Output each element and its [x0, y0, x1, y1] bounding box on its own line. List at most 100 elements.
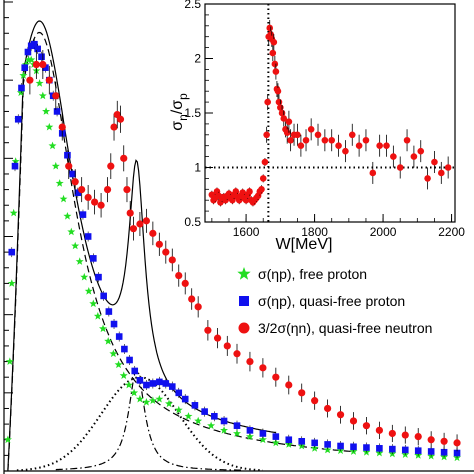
data-point-series-2 — [194, 303, 202, 311]
data-point-series-1 — [191, 402, 199, 409]
data-point-series-2 — [427, 436, 435, 444]
data-point-series-1 — [363, 444, 370, 451]
data-point-series-1 — [324, 441, 331, 448]
inset-data-point — [396, 164, 404, 171]
data-point-series-0 — [246, 432, 254, 440]
data-point-series-2 — [116, 115, 125, 123]
data-point-series-2 — [149, 229, 157, 237]
inset-data-point — [259, 175, 267, 182]
data-point-series-0 — [59, 194, 68, 203]
data-point-series-2 — [324, 404, 332, 413]
data-point-series-0 — [9, 208, 18, 217]
data-point-series-2 — [336, 411, 345, 419]
data-point-series-1 — [121, 345, 128, 353]
data-point-series-2 — [223, 342, 231, 350]
data-point-series-2 — [168, 256, 176, 264]
main-axes — [3, 0, 474, 474]
inset-data-point — [280, 115, 288, 122]
inset-data-point — [314, 131, 322, 139]
data-point-series-2 — [272, 373, 280, 381]
data-point-series-0 — [11, 157, 20, 165]
data-point-series-2 — [298, 389, 306, 397]
legend-marker-2 — [238, 322, 250, 334]
data-point-series-1 — [69, 170, 76, 178]
data-point-series-0 — [16, 88, 25, 97]
data-point-series-0 — [38, 91, 47, 100]
data-point-series-0 — [93, 312, 102, 320]
data-point-series-0 — [99, 324, 107, 333]
data-point-series-1 — [126, 356, 133, 364]
inset-data-point — [369, 169, 377, 177]
data-point-series-0 — [67, 227, 76, 236]
data-point-series-0 — [5, 357, 14, 365]
data-point-series-1 — [156, 378, 163, 386]
data-point-series-2 — [123, 186, 131, 194]
inset-data-point — [307, 126, 315, 133]
data-point-series-0 — [27, 55, 36, 64]
data-point-series-1 — [100, 292, 107, 300]
data-point-series-0 — [89, 299, 98, 308]
data-point-series-0 — [35, 79, 44, 87]
inset-data-point — [285, 118, 293, 126]
data-point-series-0 — [48, 141, 57, 150]
data-point-series-2 — [107, 162, 115, 170]
data-point-series-2 — [311, 397, 319, 405]
data-point-series-2 — [26, 76, 34, 84]
data-point-series-1 — [84, 233, 92, 240]
data-point-series-0 — [142, 398, 151, 406]
data-point-series-1 — [337, 442, 344, 450]
main-y-ticks — [4, 1, 13, 472]
data-point-series-0 — [124, 380, 133, 389]
data-point-series-0 — [233, 429, 241, 437]
data-point-series-1 — [95, 273, 102, 281]
inset-data-point — [297, 142, 305, 149]
data-point-series-0 — [165, 399, 173, 408]
data-point-series-0 — [310, 444, 319, 452]
data-point-series-2 — [110, 123, 118, 131]
data-point-series-0 — [45, 122, 54, 131]
data-point-series-1 — [31, 40, 38, 48]
legend-marker-0 — [237, 267, 251, 280]
data-point-series-1 — [162, 380, 170, 387]
inset-data-point — [269, 49, 277, 57]
inset-y-axis-title: σn/σp — [169, 93, 190, 131]
legend-marker-1 — [239, 296, 249, 306]
data-point-series-2 — [136, 220, 144, 228]
data-point-series-0 — [42, 107, 51, 115]
data-point-series-0 — [7, 279, 16, 287]
data-point-series-2 — [91, 198, 99, 206]
data-point-series-2 — [453, 439, 461, 447]
data-point-series-2 — [162, 248, 170, 256]
data-point-series-2 — [32, 60, 40, 69]
data-point-series-1 — [401, 446, 409, 454]
data-point-series-2 — [259, 364, 267, 372]
inset-data-point — [283, 129, 291, 136]
ylabel-sigma-n: σ — [169, 121, 186, 131]
data-point-series-1 — [110, 320, 118, 328]
data-point-series-2 — [120, 154, 128, 162]
data-point-series-1 — [34, 45, 41, 53]
data-point-series-1 — [201, 408, 208, 415]
data-point-series-1 — [453, 449, 461, 457]
data-point-series-0 — [80, 272, 89, 281]
inset-x-axis-title: W[MeV] — [276, 236, 333, 253]
data-point-series-1 — [259, 430, 267, 437]
data-point-series-0 — [220, 426, 228, 434]
data-point-series-1 — [285, 436, 293, 444]
inset-data-point — [246, 188, 253, 195]
data-point-series-1 — [42, 64, 49, 71]
data-point-series-1 — [143, 381, 150, 389]
inset-data-point — [335, 142, 342, 149]
data-point-series-1 — [11, 162, 19, 170]
data-point-series-2 — [233, 350, 241, 358]
data-point-series-2 — [375, 426, 383, 434]
data-point-series-1 — [181, 395, 189, 403]
data-point-series-0 — [258, 435, 267, 444]
inset-y-tick-label: 1.5 — [184, 106, 201, 120]
inset-data-point — [348, 131, 356, 139]
data-point-series-1 — [18, 84, 25, 92]
data-point-series-1 — [376, 445, 383, 452]
data-point-series-2 — [58, 123, 66, 131]
data-point-series-0 — [323, 445, 332, 454]
